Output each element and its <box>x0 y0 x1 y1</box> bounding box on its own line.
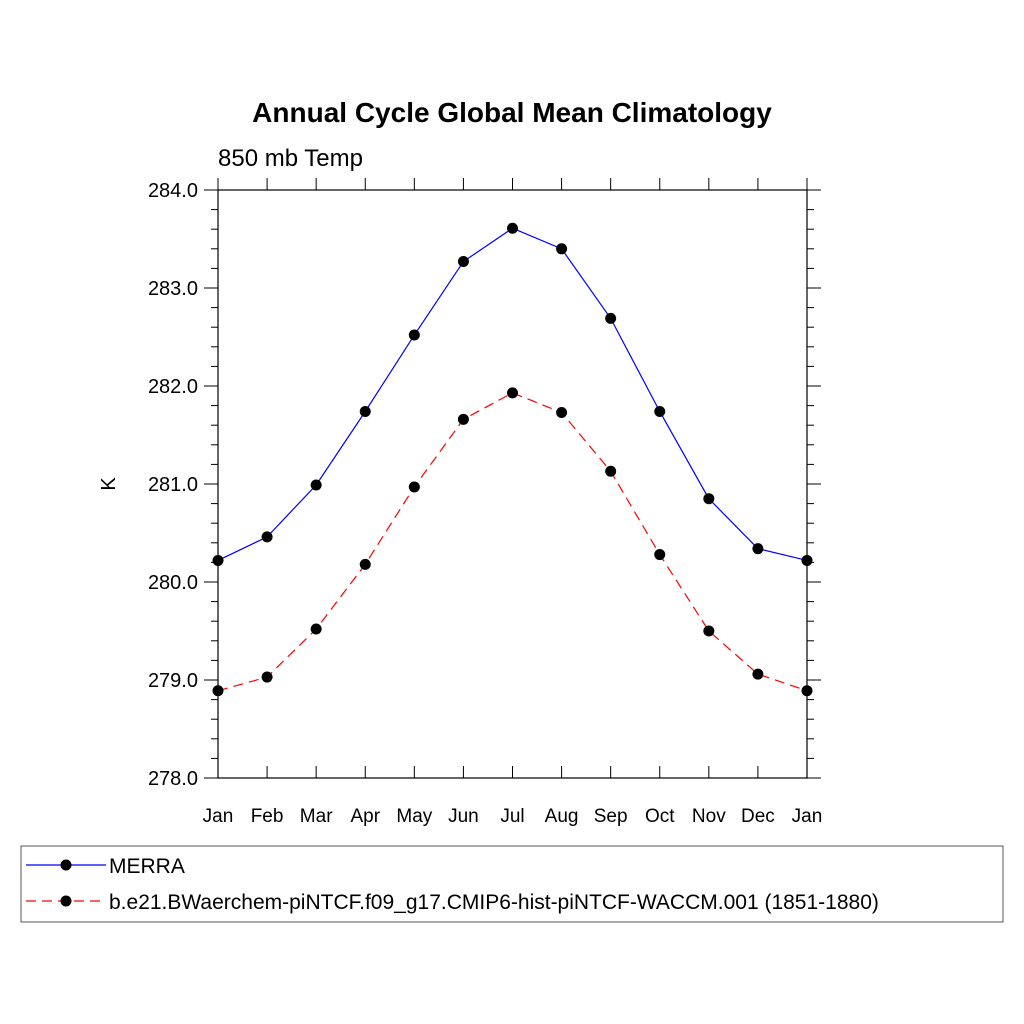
x-tick-label: Oct <box>645 806 675 827</box>
y-axis-label: K <box>98 477 120 491</box>
legend-label-1: b.e21.BWaerchem-piNTCF.f09_g17.CMIP6-his… <box>109 891 879 914</box>
x-tick-label: Aug <box>545 806 579 827</box>
y-tick-labels: 278.0 279.0 280.0 281.0 282.0 283.0 284.0 <box>148 180 198 790</box>
y-tick-label: 282.0 <box>148 376 198 398</box>
legend-items: MERRA b.e21.BWaerchem-piNTCF.f09_g17.CMIP… <box>26 855 879 914</box>
data-point-series-1 <box>605 465 617 477</box>
data-point-series-1 <box>507 387 518 399</box>
data-point-series-1 <box>359 558 371 570</box>
data-point-series-0 <box>556 243 568 255</box>
data-point-series-1 <box>556 406 568 418</box>
legend: MERRA b.e21.BWaerchem-piNTCF.f09_g17.CMIP… <box>20 845 1004 923</box>
series-line-1 <box>217 392 808 692</box>
y-tick-label: 278.0 <box>148 768 198 790</box>
data-point-series-1 <box>310 623 322 635</box>
data-point-series-1 <box>408 481 420 493</box>
plot-frame <box>217 189 808 779</box>
legend-label-0: MERRA <box>109 855 185 878</box>
y-tick-label: 279.0 <box>148 670 198 692</box>
y-tick-label: 280.0 <box>148 572 198 594</box>
y-tick-label: 281.0 <box>148 474 198 496</box>
x-tick-labels: Jan Feb Mar Apr May Jun Jul Aug Sep Oct Nov Dec Jan <box>203 806 823 827</box>
series-lines <box>217 227 808 692</box>
data-point-series-1 <box>703 625 715 637</box>
data-point-series-0 <box>507 222 518 234</box>
chart-subtitle: 850 mb Temp <box>218 145 363 172</box>
x-tick-label: Jun <box>448 806 479 827</box>
data-point-series-0 <box>654 405 666 417</box>
data-point-series-0 <box>605 312 617 324</box>
x-tick-label: Jan <box>203 806 234 827</box>
data-point-series-1 <box>261 671 273 683</box>
data-point-series-1 <box>654 549 666 561</box>
data-point-series-1 <box>457 413 469 425</box>
data-point-series-0 <box>408 329 420 341</box>
legend-swatch-marker-0 <box>60 859 72 871</box>
x-tick-label: Jan <box>792 806 823 827</box>
x-tick-label: May <box>396 806 432 827</box>
data-point-series-0 <box>752 543 764 555</box>
x-tick-label: Nov <box>692 806 726 827</box>
legend-box <box>20 845 1004 923</box>
data-point-series-0 <box>261 531 273 543</box>
data-point-series-0 <box>310 479 322 491</box>
data-point-series-0 <box>457 256 469 268</box>
data-point-series-0 <box>359 405 371 417</box>
y-tick-label: 284.0 <box>148 180 198 202</box>
x-tick-label: Sep <box>594 806 628 827</box>
y-tick-label: 283.0 <box>148 278 198 300</box>
x-tick-label: Mar <box>300 806 333 827</box>
x-tick-label: Jul <box>500 806 524 827</box>
x-tick-label: Dec <box>741 806 775 827</box>
legend-swatch-marker-1 <box>60 895 72 907</box>
data-point-series-1 <box>752 668 764 680</box>
x-tick-label: Feb <box>251 806 284 827</box>
x-tick-label: Apr <box>350 806 380 827</box>
chart-title: Annual Cycle Global Mean Climatology <box>252 97 772 128</box>
series-points <box>212 222 813 697</box>
axis-ticks <box>204 178 821 779</box>
data-point-series-0 <box>703 493 715 505</box>
